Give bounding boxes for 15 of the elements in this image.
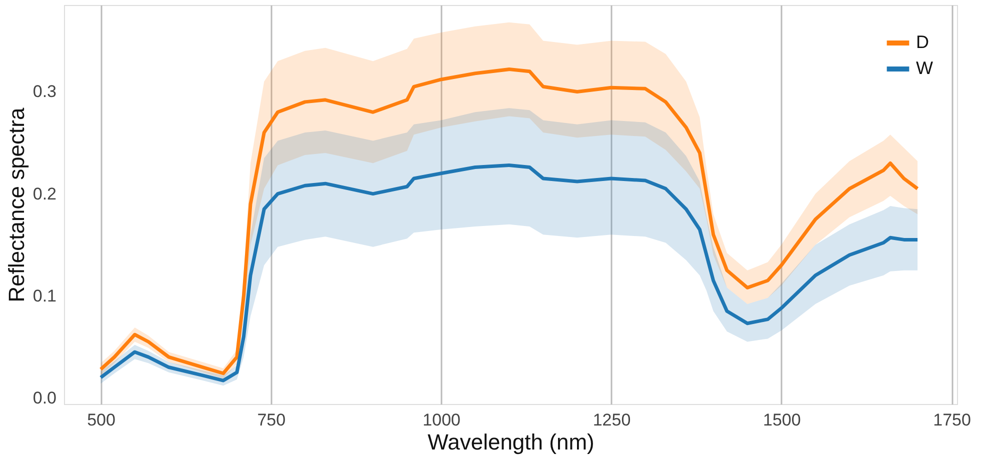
x-tick-label: 1250 (592, 410, 631, 430)
x-tick-label: 1750 (933, 410, 971, 430)
line-series (99, 163, 920, 382)
y-tick-label: 0.1 (32, 286, 56, 306)
legend-label: W (916, 58, 933, 78)
x-tick-label: 750 (257, 410, 286, 430)
x-tick-label: 1500 (762, 410, 801, 430)
y-tick-label: 0.3 (32, 82, 56, 102)
y-axis-title: Reflectance spectra (4, 107, 29, 302)
y-tick-label: 0.0 (32, 388, 56, 408)
x-axis-title: Wavelength (nm) (428, 430, 594, 454)
x-tick-label: 500 (87, 410, 116, 430)
y-tick-label: 0.2 (32, 184, 56, 204)
legend-label: D (916, 32, 929, 52)
x-tick-label: 1000 (422, 410, 460, 430)
